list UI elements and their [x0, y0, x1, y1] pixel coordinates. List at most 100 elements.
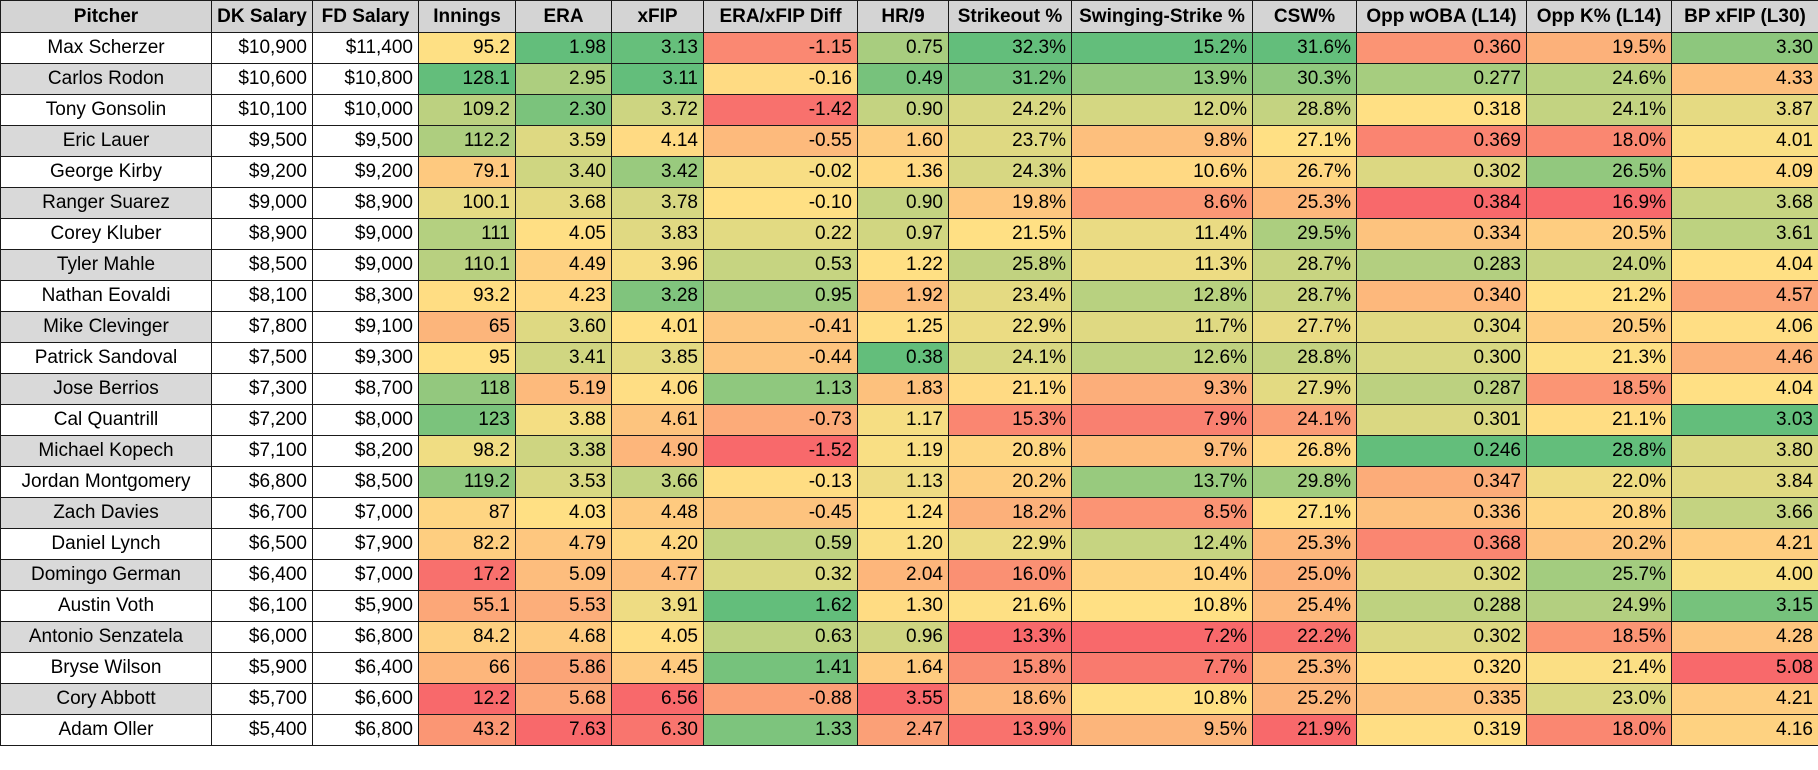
cell-pitcher[interactable]: Jose Berrios — [0, 373, 212, 405]
cell-csw-pct[interactable]: 26.7% — [1252, 156, 1357, 188]
cell-innings[interactable]: 109.2 — [418, 94, 516, 126]
cell-opp-woba[interactable]: 0.283 — [1356, 249, 1527, 281]
cell-hr9[interactable]: 1.13 — [857, 466, 949, 498]
cell-era[interactable]: 5.09 — [515, 559, 612, 591]
cell-bp-xfip[interactable]: 4.21 — [1671, 528, 1818, 560]
cell-strikeout-pct[interactable]: 18.2% — [948, 497, 1072, 529]
cell-swinging-strike-pct[interactable]: 9.8% — [1071, 125, 1253, 157]
cell-opp-k-pct[interactable]: 23.0% — [1526, 683, 1672, 715]
cell-opp-k-pct[interactable]: 20.5% — [1526, 311, 1672, 343]
cell-innings[interactable]: 111 — [418, 218, 516, 250]
cell-innings[interactable]: 95.2 — [418, 32, 516, 64]
cell-pitcher[interactable]: Bryse Wilson — [0, 652, 212, 684]
cell-csw-pct[interactable]: 25.3% — [1252, 187, 1357, 219]
cell-fd-salary[interactable]: $6,800 — [312, 714, 419, 746]
cell-csw-pct[interactable]: 31.6% — [1252, 32, 1357, 64]
cell-opp-woba[interactable]: 0.360 — [1356, 32, 1527, 64]
header-innings[interactable]: Innings — [418, 0, 516, 33]
cell-fd-salary[interactable]: $9,300 — [312, 342, 419, 374]
cell-swinging-strike-pct[interactable]: 10.6% — [1071, 156, 1253, 188]
cell-dk-salary[interactable]: $5,700 — [211, 683, 313, 715]
cell-opp-woba[interactable]: 0.287 — [1356, 373, 1527, 405]
cell-opp-k-pct[interactable]: 16.9% — [1526, 187, 1672, 219]
cell-hr9[interactable]: 3.55 — [857, 683, 949, 715]
cell-era[interactable]: 3.41 — [515, 342, 612, 374]
cell-pitcher[interactable]: Jordan Montgomery — [0, 466, 212, 498]
cell-fd-salary[interactable]: $10,000 — [312, 94, 419, 126]
cell-hr9[interactable]: 0.90 — [857, 94, 949, 126]
cell-strikeout-pct[interactable]: 24.2% — [948, 94, 1072, 126]
cell-opp-k-pct[interactable]: 18.5% — [1526, 373, 1672, 405]
cell-dk-salary[interactable]: $7,500 — [211, 342, 313, 374]
cell-innings[interactable]: 95 — [418, 342, 516, 374]
cell-pitcher[interactable]: Daniel Lynch — [0, 528, 212, 560]
cell-xfip[interactable]: 4.05 — [611, 621, 704, 653]
cell-dk-salary[interactable]: $8,500 — [211, 249, 313, 281]
cell-strikeout-pct[interactable]: 22.9% — [948, 528, 1072, 560]
cell-innings[interactable]: 87 — [418, 497, 516, 529]
cell-strikeout-pct[interactable]: 21.6% — [948, 590, 1072, 622]
cell-strikeout-pct[interactable]: 21.1% — [948, 373, 1072, 405]
cell-dk-salary[interactable]: $6,000 — [211, 621, 313, 653]
cell-opp-k-pct[interactable]: 24.6% — [1526, 63, 1672, 95]
cell-xfip[interactable]: 3.96 — [611, 249, 704, 281]
header-dk-salary[interactable]: DK Salary — [211, 0, 313, 33]
cell-opp-woba[interactable]: 0.336 — [1356, 497, 1527, 529]
cell-swinging-strike-pct[interactable]: 12.6% — [1071, 342, 1253, 374]
cell-bp-xfip[interactable]: 4.57 — [1671, 280, 1818, 312]
cell-xfip[interactable]: 3.72 — [611, 94, 704, 126]
cell-era-xfip-diff[interactable]: -0.55 — [703, 125, 858, 157]
cell-innings[interactable]: 66 — [418, 652, 516, 684]
cell-strikeout-pct[interactable]: 22.9% — [948, 311, 1072, 343]
cell-dk-salary[interactable]: $6,400 — [211, 559, 313, 591]
cell-bp-xfip[interactable]: 3.03 — [1671, 404, 1818, 436]
cell-opp-k-pct[interactable]: 22.0% — [1526, 466, 1672, 498]
cell-fd-salary[interactable]: $7,000 — [312, 559, 419, 591]
cell-era[interactable]: 4.68 — [515, 621, 612, 653]
cell-era[interactable]: 4.49 — [515, 249, 612, 281]
cell-pitcher[interactable]: Antonio Senzatela — [0, 621, 212, 653]
cell-strikeout-pct[interactable]: 16.0% — [948, 559, 1072, 591]
cell-dk-salary[interactable]: $6,800 — [211, 466, 313, 498]
cell-pitcher[interactable]: Michael Kopech — [0, 435, 212, 467]
cell-opp-k-pct[interactable]: 18.5% — [1526, 621, 1672, 653]
cell-hr9[interactable]: 1.64 — [857, 652, 949, 684]
cell-csw-pct[interactable]: 29.5% — [1252, 218, 1357, 250]
cell-era[interactable]: 3.88 — [515, 404, 612, 436]
cell-swinging-strike-pct[interactable]: 9.5% — [1071, 714, 1253, 746]
cell-fd-salary[interactable]: $8,300 — [312, 280, 419, 312]
cell-pitcher[interactable]: Ranger Suarez — [0, 187, 212, 219]
cell-strikeout-pct[interactable]: 21.5% — [948, 218, 1072, 250]
cell-dk-salary[interactable]: $6,500 — [211, 528, 313, 560]
cell-opp-woba[interactable]: 0.319 — [1356, 714, 1527, 746]
cell-opp-k-pct[interactable]: 20.8% — [1526, 497, 1672, 529]
cell-innings[interactable]: 12.2 — [418, 683, 516, 715]
cell-dk-salary[interactable]: $7,100 — [211, 435, 313, 467]
cell-era[interactable]: 5.68 — [515, 683, 612, 715]
cell-bp-xfip[interactable]: 3.68 — [1671, 187, 1818, 219]
cell-bp-xfip[interactable]: 3.84 — [1671, 466, 1818, 498]
cell-era-xfip-diff[interactable]: 0.63 — [703, 621, 858, 653]
cell-era-xfip-diff[interactable]: 0.53 — [703, 249, 858, 281]
cell-fd-salary[interactable]: $11,400 — [312, 32, 419, 64]
cell-swinging-strike-pct[interactable]: 10.4% — [1071, 559, 1253, 591]
cell-opp-k-pct[interactable]: 28.8% — [1526, 435, 1672, 467]
cell-hr9[interactable]: 1.92 — [857, 280, 949, 312]
cell-hr9[interactable]: 1.19 — [857, 435, 949, 467]
cell-opp-woba[interactable]: 0.318 — [1356, 94, 1527, 126]
header-hr9[interactable]: HR/9 — [857, 0, 949, 33]
cell-innings[interactable]: 79.1 — [418, 156, 516, 188]
cell-bp-xfip[interactable]: 4.09 — [1671, 156, 1818, 188]
cell-opp-woba[interactable]: 0.334 — [1356, 218, 1527, 250]
cell-era-xfip-diff[interactable]: -1.15 — [703, 32, 858, 64]
cell-xfip[interactable]: 4.14 — [611, 125, 704, 157]
cell-pitcher[interactable]: Adam Oller — [0, 714, 212, 746]
cell-strikeout-pct[interactable]: 31.2% — [948, 63, 1072, 95]
cell-fd-salary[interactable]: $8,500 — [312, 466, 419, 498]
cell-era-xfip-diff[interactable]: 1.33 — [703, 714, 858, 746]
cell-era-xfip-diff[interactable]: -0.10 — [703, 187, 858, 219]
cell-pitcher[interactable]: Tony Gonsolin — [0, 94, 212, 126]
cell-innings[interactable]: 112.2 — [418, 125, 516, 157]
cell-hr9[interactable]: 1.30 — [857, 590, 949, 622]
cell-opp-woba[interactable]: 0.369 — [1356, 125, 1527, 157]
